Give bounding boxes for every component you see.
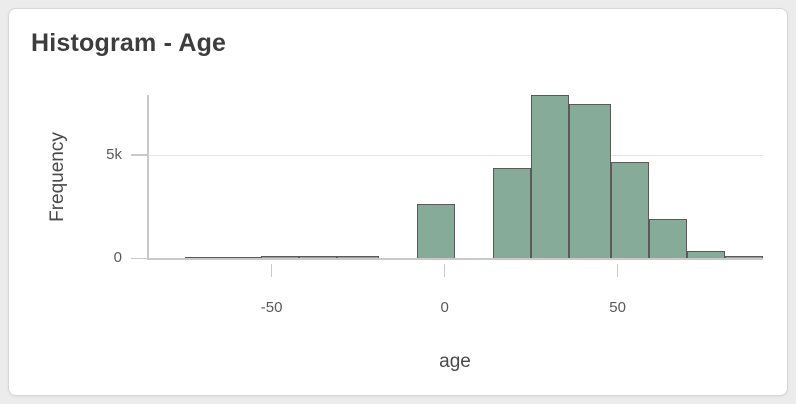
y-axis-title: Frequency	[47, 131, 68, 222]
histogram-bar[interactable]	[648, 218, 687, 258]
histogram-bar[interactable]	[223, 256, 262, 258]
histogram-bar[interactable]	[531, 95, 570, 258]
x-tick-label: 0	[440, 299, 449, 316]
histogram-bar[interactable]	[569, 104, 611, 258]
histogram-bar[interactable]	[416, 204, 455, 258]
x-axis-line	[147, 258, 763, 260]
histogram-bar[interactable]	[337, 255, 379, 258]
y-gridline	[147, 154, 763, 156]
histogram-bar[interactable]	[261, 256, 300, 258]
histogram-bar[interactable]	[686, 250, 725, 258]
x-tick-label: 50	[609, 299, 626, 316]
chart-title: Histogram - Age	[31, 29, 227, 57]
x-axis-title: age	[439, 351, 471, 372]
x-tick	[443, 264, 446, 277]
x-tick-label: -50	[260, 299, 283, 316]
histogram-bar[interactable]	[724, 256, 763, 258]
y-tick-label: 5k	[106, 145, 122, 163]
y-tick	[131, 154, 147, 156]
histogram-bar[interactable]	[610, 162, 649, 258]
histogram-bar[interactable]	[299, 255, 338, 258]
chart-card: Histogram - Age Frequency age 0 5k -50 0 50	[8, 8, 788, 396]
y-axis-line	[147, 95, 149, 258]
y-tick	[131, 257, 147, 259]
y-tick-label: 0	[113, 249, 122, 266]
x-tick	[270, 264, 273, 277]
histogram-bar[interactable]	[185, 257, 224, 258]
histogram-bar[interactable]	[493, 168, 532, 258]
histogram-chart: Frequency age 0 5k -50 0 50	[9, 9, 787, 395]
x-tick	[616, 264, 619, 277]
